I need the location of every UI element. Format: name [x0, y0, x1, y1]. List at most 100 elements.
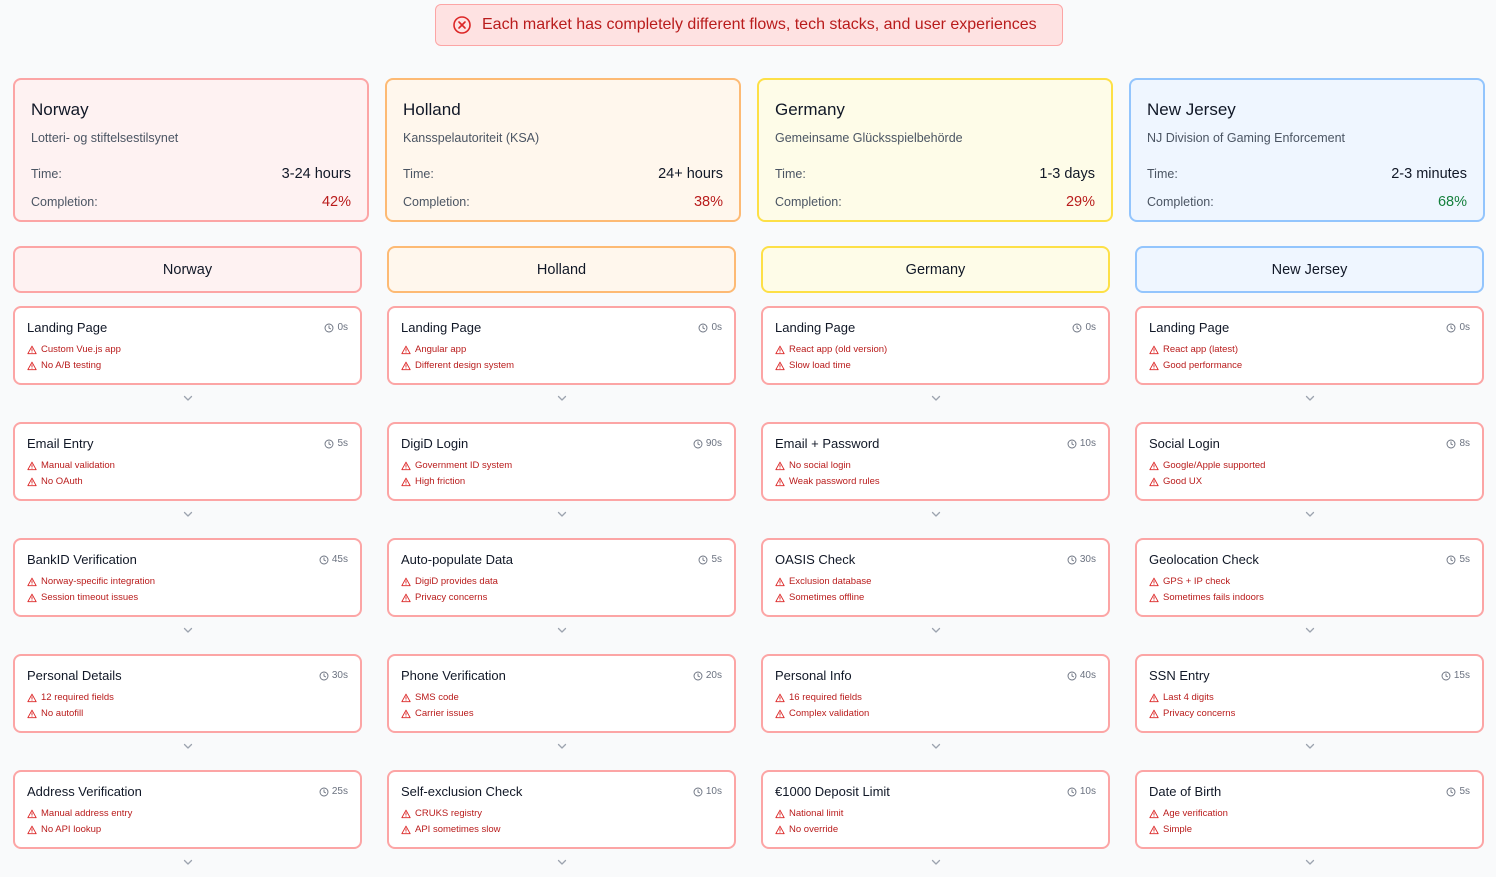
- time-value: 3-24 hours: [281, 166, 351, 182]
- issue-list: Custom Vue.js app No A/B testing: [27, 342, 348, 374]
- step-duration: 15s: [1441, 670, 1470, 681]
- flow-step-card[interactable]: OASIS Check 30s Exclusion database Someti…: [761, 538, 1110, 617]
- issue-item: GPS + IP check: [1149, 574, 1470, 590]
- issue-text: Different design system: [415, 360, 515, 371]
- flow-step-card[interactable]: Phone Verification 20s SMS code Carrier i…: [387, 654, 736, 733]
- flow-column-header: Germany: [761, 246, 1110, 293]
- clock-icon: [698, 555, 708, 565]
- flow-step-card[interactable]: Landing Page 0s Angular app Different des…: [387, 306, 736, 385]
- flow-step-card[interactable]: Personal Details 30s 12 required fields N…: [13, 654, 362, 733]
- warning-icon: [27, 461, 37, 471]
- issue-list: DigiD provides data Privacy concerns: [401, 574, 722, 606]
- warning-icon: [27, 477, 37, 487]
- chevron-down-icon: [761, 849, 1110, 877]
- chevron-down-icon: [1135, 617, 1484, 654]
- flow-step-card[interactable]: Geolocation Check 5s GPS + IP check Somet…: [1135, 538, 1484, 617]
- flow-step-card[interactable]: Auto-populate Data 5s DigiD provides dat…: [387, 538, 736, 617]
- warning-icon: [775, 477, 785, 487]
- flow-step-card[interactable]: Email Entry 5s Manual validation No OAuth: [13, 422, 362, 501]
- step-duration-text: 40s: [1079, 670, 1096, 681]
- flow-step-card[interactable]: Landing Page 0s React app (latest) Good p…: [1135, 306, 1484, 385]
- completion-value: 68%: [1437, 194, 1467, 210]
- issue-item: Manual address entry: [27, 806, 348, 822]
- warning-icon: [27, 361, 37, 371]
- issue-list: CRUKS registry API sometimes slow: [401, 806, 722, 838]
- market-name: New Jersey: [1147, 100, 1236, 119]
- flow-step-card[interactable]: Self-exclusion Check 10s CRUKS registry A…: [387, 770, 736, 849]
- step-duration-text: 8s: [1459, 438, 1470, 449]
- warning-icon: [1149, 461, 1159, 471]
- issue-item: React app (old version): [775, 342, 1096, 358]
- issue-text: Simple: [1163, 824, 1193, 835]
- issue-item: Simple: [1149, 822, 1470, 838]
- flow-column-header: New Jersey: [1135, 246, 1484, 293]
- issue-item: SMS code: [401, 690, 722, 706]
- market-authority: NJ Division of Gaming Enforcement: [1147, 131, 1345, 145]
- flow-step-card[interactable]: €1000 Deposit Limit 10s National limit No…: [761, 770, 1110, 849]
- warning-icon: [1149, 577, 1159, 587]
- flow-step-card[interactable]: Landing Page 0s React app (old version) S…: [761, 306, 1110, 385]
- step-duration: 10s: [1067, 438, 1096, 449]
- market-summary-row: Norway Lotteri- og stiftelsestilsynet Ti…: [13, 78, 1485, 222]
- time-row: Time: 24+ hours: [403, 160, 723, 188]
- market-card: Holland Kansspelautoriteit (KSA) Time: 2…: [385, 78, 741, 222]
- completion-label: Completion:: [31, 195, 98, 209]
- step-title: Personal Info: [775, 668, 852, 683]
- warning-icon: [27, 809, 37, 819]
- flow-step-card[interactable]: DigiD Login 90s Government ID system High…: [387, 422, 736, 501]
- step-title: Landing Page: [775, 320, 856, 335]
- issue-text: National limit: [789, 808, 844, 819]
- step-duration-text: 5s: [711, 554, 722, 565]
- market-name: Norway: [31, 100, 89, 119]
- flow-step-card[interactable]: Email + Password 10s No social login Weak…: [761, 422, 1110, 501]
- issue-list: National limit No override: [775, 806, 1096, 838]
- warning-icon: [1149, 361, 1159, 371]
- issue-text: Exclusion database: [789, 576, 872, 587]
- flow-step-card[interactable]: Date of Birth 5s Age verification Simple: [1135, 770, 1484, 849]
- chevron-down-icon: [761, 385, 1110, 422]
- issue-text: GPS + IP check: [1163, 576, 1231, 587]
- step-duration-text: 0s: [337, 322, 348, 333]
- step-duration: 25s: [319, 786, 348, 797]
- step-duration-text: 90s: [705, 438, 722, 449]
- issue-text: API sometimes slow: [415, 824, 501, 835]
- warning-icon: [401, 345, 411, 355]
- step-title: Geolocation Check: [1149, 552, 1259, 567]
- step-duration: 5s: [1446, 786, 1470, 797]
- warning-icon: [27, 709, 37, 719]
- time-value: 1-3 days: [1039, 166, 1095, 182]
- issue-text: React app (old version): [789, 344, 888, 355]
- chevron-down-icon: [1135, 849, 1484, 877]
- flow-step-card[interactable]: SSN Entry 15s Last 4 digits Privacy conce…: [1135, 654, 1484, 733]
- step-duration-text: 30s: [1079, 554, 1096, 565]
- step-duration: 0s: [1446, 322, 1470, 333]
- market-card: New Jersey NJ Division of Gaming Enforce…: [1129, 78, 1485, 222]
- chevron-down-icon: [387, 849, 736, 877]
- flow-step-card[interactable]: Social Login 8s Google/Apple supported Go…: [1135, 422, 1484, 501]
- flow-step-card[interactable]: Personal Info 40s 16 required fields Comp…: [761, 654, 1110, 733]
- issue-list: SMS code Carrier issues: [401, 690, 722, 722]
- issue-text: Weak password rules: [789, 476, 880, 487]
- clock-icon: [319, 787, 329, 797]
- issue-item: No OAuth: [27, 474, 348, 490]
- step-title: Address Verification: [27, 784, 142, 799]
- issue-item: High friction: [401, 474, 722, 490]
- time-label: Time:: [403, 167, 434, 181]
- step-duration-text: 5s: [1459, 554, 1470, 565]
- issue-text: Slow load time: [789, 360, 851, 371]
- step-duration-text: 0s: [1459, 322, 1470, 333]
- warning-icon: [27, 693, 37, 703]
- flow-step-card[interactable]: Address Verification 25s Manual address …: [13, 770, 362, 849]
- market-authority: Gemeinsame Glücksspielbehörde: [775, 131, 963, 145]
- flow-step-card[interactable]: BankID Verification 45s Norway-specific …: [13, 538, 362, 617]
- warning-icon: [775, 577, 785, 587]
- chevron-down-icon: [13, 733, 362, 770]
- step-title: Landing Page: [27, 320, 108, 335]
- step-title: OASIS Check: [775, 552, 856, 567]
- issue-item: Age verification: [1149, 806, 1470, 822]
- time-value: 24+ hours: [658, 166, 723, 182]
- chevron-down-icon: [761, 501, 1110, 538]
- step-duration: 0s: [324, 322, 348, 333]
- issue-text: Last 4 digits: [1163, 692, 1214, 703]
- flow-step-card[interactable]: Landing Page 0s Custom Vue.js app No A/B …: [13, 306, 362, 385]
